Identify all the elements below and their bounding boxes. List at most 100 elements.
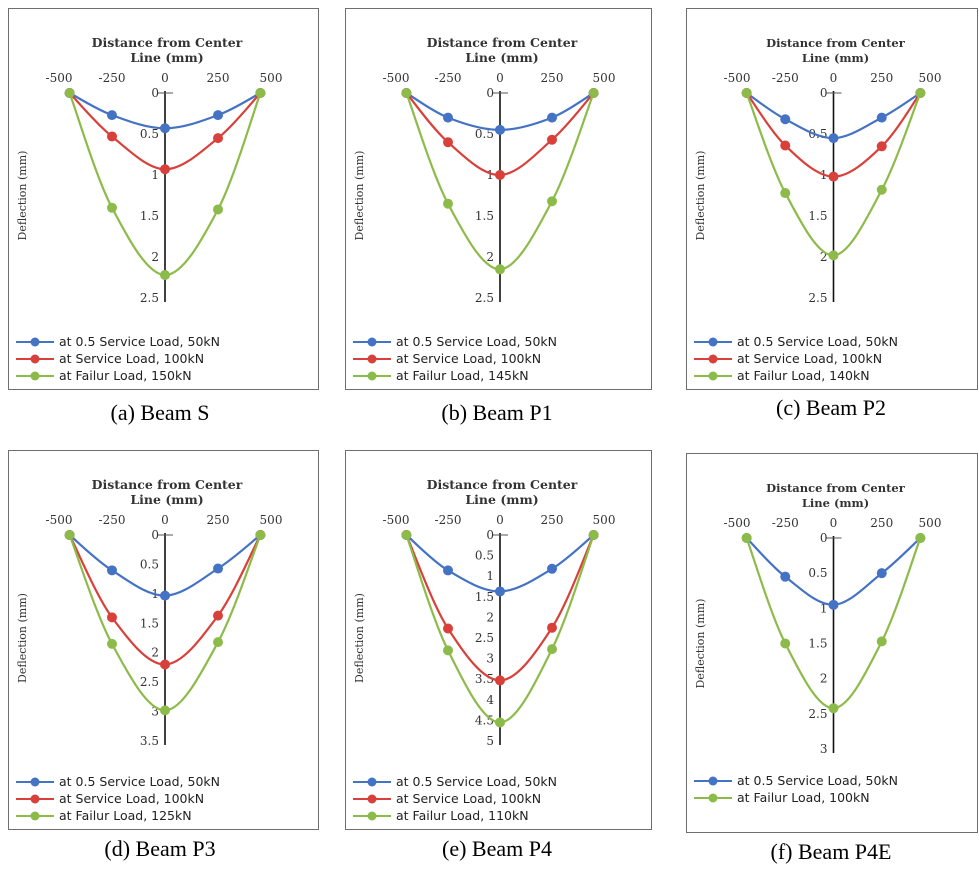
chart-title: Line (mm) — [802, 496, 869, 510]
y-tick-label: 2.5 — [140, 291, 159, 305]
data-point — [401, 88, 412, 98]
legend-label: at Failur Load, 100kN — [737, 790, 870, 805]
x-tick-label: 0 — [830, 71, 838, 85]
data-point — [107, 565, 117, 576]
chart-title: Distance from Center — [92, 477, 243, 492]
data-point — [107, 638, 117, 649]
chart-caption: (c) Beam P2 — [776, 395, 886, 420]
x-tick-label: -250 — [99, 71, 126, 85]
data-point — [828, 250, 839, 261]
chart-caption: (a) Beam S — [110, 400, 210, 425]
y-tick-label: 0.5 — [140, 557, 159, 571]
chart-title: Distance from Center — [427, 35, 578, 50]
data-point — [828, 171, 839, 182]
x-tick-label: 0 — [161, 71, 169, 85]
data-point — [495, 170, 505, 180]
data-point — [107, 612, 117, 623]
data-point — [495, 264, 505, 275]
data-point — [741, 533, 752, 543]
legend-label: at Failur Load, 150kN — [59, 368, 192, 383]
y-tick-label: 2.5 — [808, 291, 827, 305]
data-point — [547, 622, 557, 633]
y-tick-label: 2.5 — [140, 675, 159, 689]
x-tick-label: -250 — [435, 513, 462, 527]
data-point — [213, 637, 223, 648]
legend-label: at Failur Load, 110kN — [396, 808, 529, 823]
y-tick-label: 2.5 — [808, 707, 827, 721]
data-point — [64, 88, 75, 98]
y-tick-label: 1 — [486, 168, 494, 182]
y-axis-label: Deflection (mm) — [353, 151, 366, 241]
legend-label: at Service Load, 100kN — [59, 791, 205, 806]
y-tick-label: 5 — [486, 734, 494, 748]
data-point — [255, 88, 266, 98]
data-point — [495, 717, 505, 728]
chart-title: Distance from Center — [92, 35, 243, 50]
data-point — [876, 141, 887, 152]
data-point — [876, 112, 887, 123]
y-tick-label: 2 — [486, 250, 494, 264]
legend-swatch — [353, 777, 391, 787]
chart-frame: Distance from Center Line (mm) -500 -250 0 25… — [8, 8, 319, 390]
legend-swatch — [694, 371, 732, 381]
legend-label: at 0.5 Service Load, 50kN — [737, 773, 898, 788]
legend-swatch — [353, 811, 391, 821]
x-tick-label: 500 — [919, 71, 942, 85]
chart-frame: Distance from Center Line (mm) -500 -250 0 25… — [686, 8, 978, 390]
data-point — [828, 133, 839, 144]
legend-label: at Failur Load, 145kN — [396, 368, 529, 383]
data-point — [160, 590, 170, 601]
y-tick-label: 1.5 — [808, 209, 827, 223]
data-point — [443, 623, 453, 634]
chart-title: Distance from Center — [427, 477, 578, 492]
legend-swatch — [694, 776, 732, 786]
x-tick-label: 500 — [919, 516, 942, 530]
legend-label: at 0.5 Service Load, 50kN — [396, 334, 557, 349]
chart-title: Line (mm) — [130, 492, 203, 507]
y-tick-label: 2 — [486, 610, 494, 624]
y-tick-label: 2 — [151, 646, 159, 660]
legend-swatch — [16, 337, 54, 347]
legend-swatch — [353, 794, 391, 804]
y-tick-label: 3 — [151, 705, 159, 719]
data-point — [443, 645, 453, 656]
y-tick-label: 2.5 — [475, 631, 494, 645]
x-tick-label: -500 — [46, 513, 73, 527]
legend-swatch — [694, 354, 732, 364]
y-tick-label: 3.5 — [475, 672, 494, 686]
chart-caption: (b) Beam P1 — [441, 400, 553, 425]
data-point — [160, 164, 170, 175]
x-tick-label: 0 — [830, 516, 838, 530]
chart-title: Line (mm) — [465, 50, 538, 65]
data-point — [107, 202, 117, 213]
y-tick-label: 3.5 — [140, 734, 159, 748]
legend-swatch — [353, 371, 391, 381]
chart-frame: Distance from Center Line (mm) -500 -250 0 25… — [345, 8, 652, 390]
data-point — [213, 110, 223, 121]
y-axis-label: Deflection (mm) — [353, 593, 366, 683]
data-point — [547, 112, 557, 123]
y-tick-label: 2 — [820, 672, 828, 686]
x-tick-label: 250 — [541, 513, 564, 527]
data-point — [828, 599, 839, 610]
legend-swatch — [16, 777, 54, 787]
data-point — [107, 110, 117, 121]
chart-caption: (e) Beam P4 — [442, 836, 552, 861]
legend-label: at Failur Load, 125kN — [59, 808, 192, 823]
y-tick-label: 3 — [486, 652, 494, 666]
x-tick-label: -500 — [46, 71, 73, 85]
data-point — [401, 530, 412, 540]
legend-swatch — [16, 371, 54, 381]
y-tick-label: 0 — [820, 86, 828, 100]
y-axis-label: Deflection (mm) — [694, 599, 707, 689]
chart-title: Line (mm) — [465, 492, 538, 507]
data-point — [443, 198, 453, 209]
legend-swatch — [694, 793, 732, 803]
data-point — [588, 530, 599, 540]
x-tick-label: 250 — [870, 71, 893, 85]
